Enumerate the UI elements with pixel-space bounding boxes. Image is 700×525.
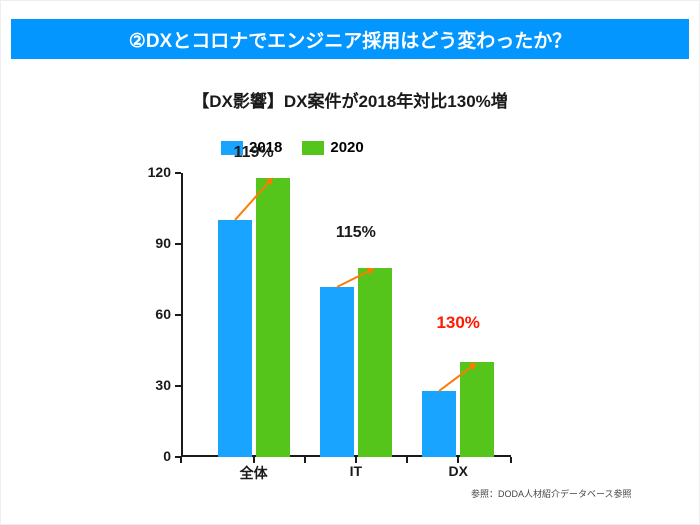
y-tick-label: 0 (131, 448, 171, 464)
y-tick (175, 314, 181, 316)
legend-swatch-2020 (302, 141, 324, 155)
header-title: ②DXとコロナでエンジニア採用はどう変わったか？ (129, 26, 571, 53)
chart-subtitle: 【DX影響】DX案件が2018年対比130%増 (1, 87, 699, 112)
bar (358, 268, 392, 457)
x-boundary-tick (304, 457, 306, 463)
bar (256, 178, 290, 457)
y-tick (175, 385, 181, 387)
y-tick (175, 243, 181, 245)
percent-label: 130% (418, 313, 498, 333)
page-root: ②DXとコロナでエンジニア採用はどう変わったか？ 【DX影響】DX案件が2018… (0, 0, 700, 525)
chart-plot-area: 0306090120全体ITDX119%115%130% (181, 173, 511, 457)
y-tick-label: 90 (131, 235, 171, 251)
header-bar: ②DXとコロナでエンジニア採用はどう変わったか？ (11, 19, 689, 59)
x-tick-label: DX (418, 463, 498, 479)
bar (218, 220, 252, 457)
y-axis-line (181, 173, 183, 457)
bar (422, 391, 456, 457)
x-boundary-tick (180, 457, 182, 463)
bar (320, 287, 354, 457)
x-tick-label: 全体 (214, 463, 294, 483)
percent-label: 115% (316, 224, 396, 242)
y-tick (175, 172, 181, 174)
x-boundary-tick (510, 457, 512, 463)
x-tick-label: IT (316, 463, 396, 479)
bar (460, 362, 494, 457)
legend-item-2020: 2020 (302, 139, 363, 156)
legend-label-2020: 2020 (330, 139, 363, 156)
y-tick-label: 120 (131, 164, 171, 180)
y-tick-label: 30 (131, 377, 171, 393)
y-tick-label: 60 (131, 306, 171, 322)
source-note: 参照：DODA人材紹介データベース参照 (471, 487, 632, 500)
x-boundary-tick (406, 457, 408, 463)
percent-label: 119% (214, 144, 294, 162)
